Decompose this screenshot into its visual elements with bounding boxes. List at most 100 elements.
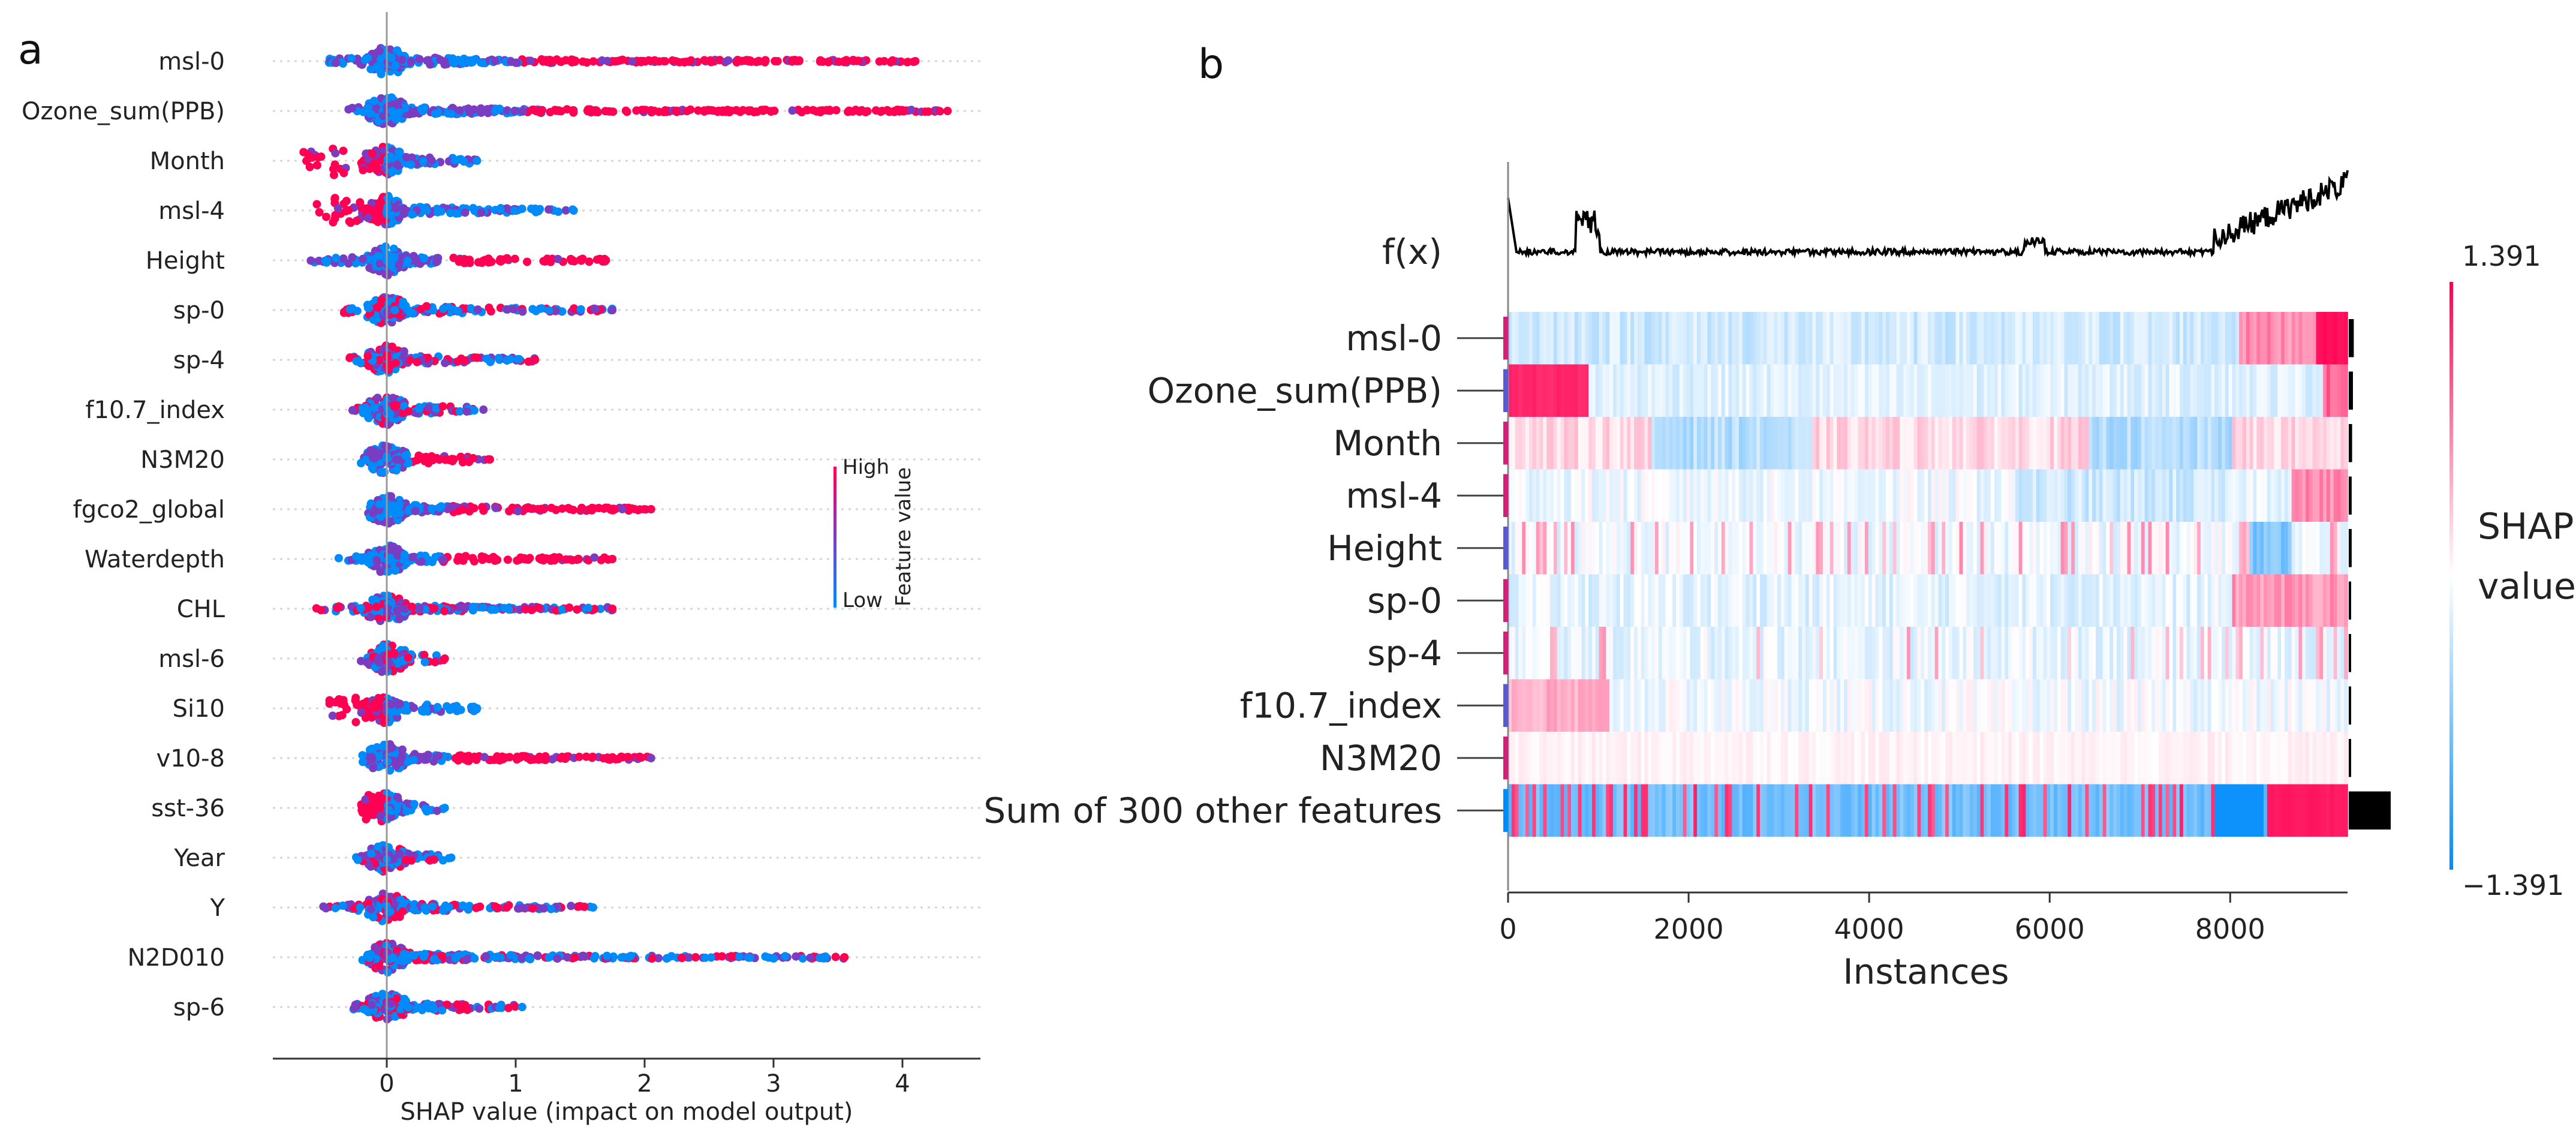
b-heatmap-cell <box>2078 312 2083 365</box>
b-heatmap-cell <box>1795 312 1799 365</box>
b-heatmap-cell <box>1739 522 1743 575</box>
a-point <box>395 260 404 269</box>
a-point <box>460 604 469 613</box>
b-heatmap-cell <box>1725 364 1729 417</box>
a-point <box>764 953 773 962</box>
a-point <box>672 106 681 115</box>
b-heatmap-cell <box>1865 364 1869 417</box>
b-heatmap-cell <box>1613 364 1617 417</box>
b-heatmap-cell <box>1913 417 1918 470</box>
b-heatmap-cell <box>1511 469 1516 522</box>
b-heatmap-cell <box>2270 364 2275 417</box>
a-point <box>384 567 393 576</box>
a-point <box>413 456 422 465</box>
b-heatmap-cell <box>2186 417 2191 470</box>
b-heatmap-cell <box>1795 417 1799 470</box>
b-heatmap-cell <box>1529 312 1533 365</box>
b-heatmap-cell <box>1945 417 1949 470</box>
b-heatmap-cell <box>2344 312 2348 365</box>
b-heatmap-cell <box>1546 417 1551 470</box>
a-point <box>851 106 860 115</box>
b-heatmap-cell <box>1871 364 1876 417</box>
a-point <box>531 356 540 364</box>
b-heatmap-cell <box>1770 469 1775 522</box>
a-point <box>819 954 828 963</box>
b-heatmap-cell <box>2337 469 2342 522</box>
a-point <box>479 506 488 515</box>
a-point <box>745 953 754 962</box>
b-heatmap-cell <box>1721 417 1726 470</box>
b-heatmap-cell <box>1599 417 1603 470</box>
panel-b-heatmap: b f(x) msl-0Ozone_sum(PPB)Monthmsl-4Heig… <box>983 41 2575 992</box>
a-point <box>312 200 321 209</box>
b-heatmap-cell <box>2018 364 2023 417</box>
b-heatmap-cell <box>1928 469 1932 522</box>
b-heatmap-cell <box>1546 469 1551 522</box>
b-heatmap-cell <box>1711 469 1715 522</box>
b-heatmap-cell <box>1560 522 1565 575</box>
b-heatmap-cell <box>2109 469 2114 522</box>
b-heatmap-cell <box>1945 469 1949 522</box>
b-heatmap-cell <box>2327 364 2331 417</box>
b-heatmap-cell <box>1879 312 1883 365</box>
a-point <box>455 506 464 515</box>
b-heatmap-cell <box>1753 312 1757 365</box>
a-point <box>500 603 509 612</box>
a-point <box>347 54 356 63</box>
b-heatmap-cell <box>2130 312 2135 365</box>
a-point <box>369 97 378 106</box>
b-heatmap-cell <box>1672 417 1677 470</box>
b-heatmap-cell <box>2319 469 2324 522</box>
b-heatmap-cell <box>2316 364 2321 417</box>
b-heatmap-cell <box>2298 312 2303 365</box>
b-heatmap-cell <box>1844 312 1848 365</box>
b-heatmap-cell <box>1550 417 1554 470</box>
b-heatmap-cell <box>2180 469 2184 522</box>
b-heatmap-cell <box>1942 364 1946 417</box>
b-heatmap-cell <box>1735 312 1740 365</box>
b-heatmap-cell <box>2148 469 2153 522</box>
b-heatmap-cell <box>1648 522 1652 575</box>
b-heatmap-cell <box>2249 312 2254 365</box>
a-point <box>306 256 315 265</box>
a-point <box>578 254 587 263</box>
a-point <box>335 695 344 704</box>
b-heatmap-cell <box>2102 364 2107 417</box>
a-point <box>344 206 353 215</box>
a-feature-label: msl-6 <box>158 645 225 673</box>
a-point <box>568 106 577 115</box>
b-heatmap-cell <box>2068 469 2072 522</box>
b-heatmap-cell <box>1850 364 1855 417</box>
b-heatmap-cell <box>1833 469 1838 522</box>
a-point <box>438 1006 447 1015</box>
b-heatmap-cell <box>1581 312 1586 365</box>
b-heatmap-cell <box>1662 522 1666 575</box>
b-heatmap-cell <box>1903 364 1907 417</box>
b-heatmap-cell <box>1742 417 1747 470</box>
b-heatmap-cell <box>1665 469 1670 522</box>
a-point <box>402 807 411 816</box>
a-point <box>510 107 519 116</box>
b-heatmap-cell <box>2144 364 2149 417</box>
a-point <box>393 516 402 525</box>
b-heatmap-cell <box>1882 469 1886 522</box>
b-heatmap-cell <box>1543 417 1547 470</box>
b-heatmap-cell <box>1798 469 1802 522</box>
b-heatmap-cell <box>1774 312 1778 365</box>
b-heatmap-cell <box>1767 469 1771 522</box>
b-heatmap-cell <box>1837 364 1841 417</box>
a-point <box>493 555 502 564</box>
b-heatmap-cell <box>1690 364 1694 417</box>
b-heatmap-cell <box>1532 364 1537 417</box>
a-point <box>393 160 402 169</box>
b-heatmap-cell <box>1704 312 1708 365</box>
b-heatmap-cell <box>1928 417 1932 470</box>
b-heatmap-cell <box>1686 522 1691 575</box>
a-point <box>400 551 409 560</box>
b-heatmap-cell <box>1648 469 1652 522</box>
b-heatmap-cell <box>2211 469 2216 522</box>
a-point <box>455 155 464 164</box>
b-heatmap-cell <box>1805 364 1810 417</box>
a-point <box>428 504 437 513</box>
a-point <box>415 55 424 64</box>
